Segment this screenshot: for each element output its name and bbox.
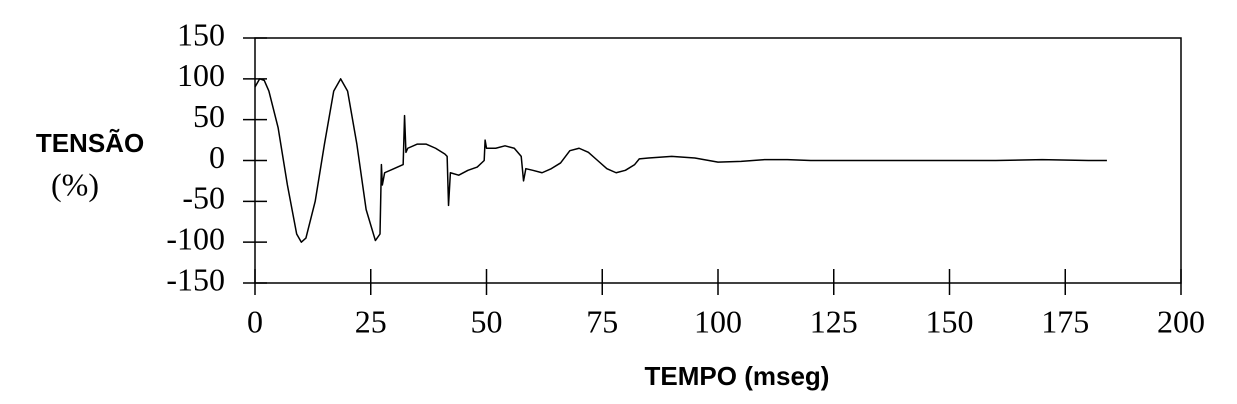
y-tick-label: 150 <box>177 16 225 52</box>
x-tick-label: 100 <box>694 303 742 339</box>
y-tick-label: -150 <box>166 261 225 297</box>
x-tick-label: 125 <box>810 303 858 339</box>
x-tick-label: 200 <box>1157 303 1205 339</box>
y-axis-title: TENSÃO <box>36 128 144 158</box>
y-tick-label: 0 <box>209 139 225 175</box>
x-tick-label: 75 <box>586 303 618 339</box>
y-axis-unit: (%) <box>51 166 99 202</box>
plot-frame <box>254 37 1182 284</box>
y-tick-label: 50 <box>193 98 225 134</box>
y-tick-label: 100 <box>177 57 225 93</box>
y-tick-label: -100 <box>166 221 225 257</box>
x-tick-label: 175 <box>1041 303 1089 339</box>
x-tick-label: 25 <box>355 303 387 339</box>
y-tick-label: -50 <box>182 180 225 216</box>
x-tick-label: 150 <box>926 303 974 339</box>
x-tick-label: 0 <box>247 303 263 339</box>
x-tick-label: 50 <box>471 303 503 339</box>
data-line <box>254 78 1107 243</box>
x-axis-title: TEMPO (mseg) <box>645 361 830 391</box>
